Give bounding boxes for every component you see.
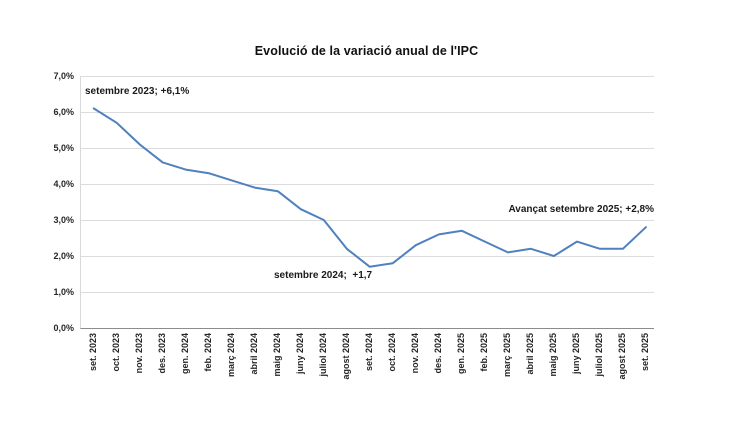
x-axis-tick-label: juliol 2024 — [317, 333, 328, 377]
line-series-svg — [92, 107, 647, 268]
annotation-setembre-2024: setembre 2024; +1,7 — [274, 270, 373, 281]
x-axis-tick-label: gen. 2025 — [455, 333, 466, 375]
x-axis-tick-label: juny 2025 — [570, 333, 581, 375]
x-axis-tick-label: set. 2025 — [639, 333, 650, 372]
x-axis-tick-label: set. 2024 — [363, 333, 374, 372]
annotation-avancat-setembre-2025: Avançat setembre 2025; +2,8% — [508, 204, 654, 215]
y-axis-tick-label: 7,0% — [53, 71, 74, 81]
x-axis-tick-label: gen. 2024 — [179, 333, 190, 375]
ipc-series-line — [92, 107, 647, 268]
y-axis-tick-label: 5,0% — [53, 143, 74, 153]
x-axis-tick-label: oct. 2024 — [386, 333, 397, 372]
x-axis-tick-label: abril 2024 — [248, 333, 259, 375]
x-axis-tick-label: agost 2024 — [340, 333, 351, 380]
x-axis-tick-label: març 2025 — [501, 333, 512, 378]
x-axis-tick-label: agost 2025 — [616, 333, 627, 380]
x-axis-tick-label: oct. 2023 — [110, 333, 121, 372]
x-axis-tick-label: maig 2024 — [271, 333, 282, 377]
x-axis-tick-label: des. 2024 — [432, 333, 443, 374]
annotation-setembre-2023: setembre 2023; +6,1% — [85, 86, 190, 97]
y-axis-tick-label: 6,0% — [53, 107, 74, 117]
y-axis-tick-label: 2,0% — [53, 251, 74, 261]
x-axis-tick-label: set. 2023 — [87, 333, 98, 372]
x-axis-tick-label: feb. 2024 — [202, 333, 213, 372]
x-axis-tick-label: març 2024 — [225, 333, 236, 378]
plot-area — [80, 76, 654, 329]
y-axis-tick-label: 1,0% — [53, 287, 74, 297]
x-axis-tick-label: maig 2025 — [547, 333, 558, 377]
x-axis-tick-label: nov. 2023 — [133, 333, 144, 374]
y-axis-tick-label: 4,0% — [53, 179, 74, 189]
x-axis-tick-label: feb. 2025 — [478, 333, 489, 372]
x-axis-tick-label: juny 2024 — [294, 333, 305, 375]
x-axis-tick-label: nov. 2024 — [409, 333, 420, 374]
x-axis-tick-label: abril 2025 — [524, 333, 535, 375]
x-axis-tick-label: des. 2023 — [156, 333, 167, 374]
x-axis-tick-label: juliol 2025 — [593, 333, 604, 377]
chart-title: Evolució de la variació anual de l'IPC — [254, 44, 479, 58]
y-axis-tick-label: 3,0% — [53, 215, 74, 225]
y-axis-tick-label: 0,0% — [53, 323, 74, 333]
